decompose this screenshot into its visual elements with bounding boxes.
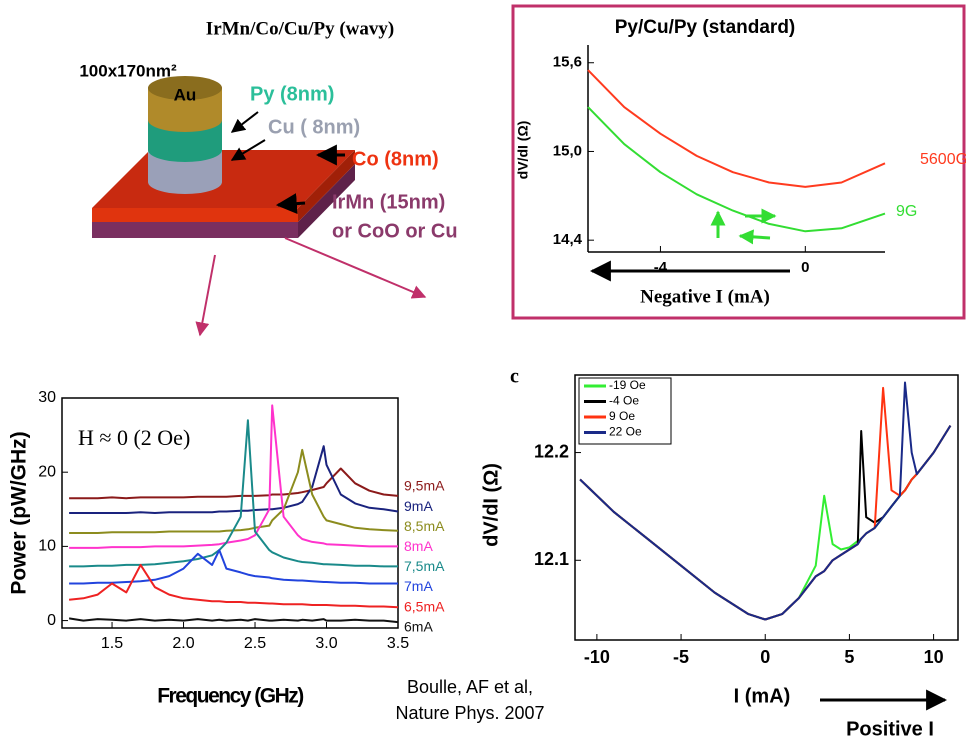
alt-label: or CoO or Cu: [332, 220, 458, 242]
data-line: [579, 381, 952, 621]
x-tick-label: 2.0: [172, 635, 194, 652]
cu-layer: [148, 150, 222, 194]
series-label: 7mA: [404, 578, 433, 594]
x-tick-label: 1.5: [101, 635, 123, 652]
data-line: [69, 549, 398, 585]
series-label: 7,5mA: [404, 558, 445, 574]
arrow: [284, 237, 427, 299]
x-tick-label: 0: [801, 259, 809, 276]
data-line: [69, 467, 399, 500]
chart: 12.1 12.2 -10 -5 0 5 10 c I (mA) Positive I dV/dI …: [480, 366, 959, 740]
irmn-layer: [92, 222, 298, 238]
pillar-size: 100x170nm²: [79, 61, 177, 80]
data-line: [69, 404, 398, 549]
series-label: 8,5mA: [404, 518, 445, 534]
diagram-title: IrMn/Co/Cu/Py (wavy): [206, 18, 394, 39]
au-top: [148, 76, 222, 100]
data-line: [68, 617, 399, 624]
au-label: Au: [174, 85, 197, 104]
x-tick-label: -4: [654, 259, 668, 276]
legend-label: 9 Oe: [609, 409, 635, 423]
series-label: 8mA: [404, 538, 433, 554]
caption: Nature Phys. 2007: [395, 703, 544, 723]
irmn-label: IrMn (15nm): [332, 191, 445, 213]
x-tick-label: -5: [673, 647, 689, 667]
annotation: H ≈ 0 (2 Oe): [78, 425, 190, 450]
y-tick-label: 30: [38, 389, 56, 406]
au-layer: [148, 88, 222, 132]
x-tick-label: 10: [924, 647, 944, 667]
chart: 14,4 15,0 15,6 -4 0 Py/Cu/Py (standard) Negati…: [515, 17, 966, 307]
x-tick-label: -10: [584, 647, 610, 667]
y-tick-label: 12.2: [534, 441, 569, 461]
arrow: [230, 111, 259, 133]
series-label: 5600G: [920, 151, 966, 168]
annotation: Positive I: [846, 718, 934, 740]
x-tick-label: 0: [760, 647, 770, 667]
arrow: [230, 139, 266, 161]
chart: 0 10 20 30 1.5 2.0 2.5 3.0 3.5 H ≈ 0 (2 Oe) Freque…: [8, 389, 446, 707]
y-tick-label: 15,0: [553, 142, 582, 159]
arrow: [195, 254, 216, 337]
series-label: 6,5mA: [404, 598, 445, 614]
sweep-arrow: [738, 229, 771, 245]
y-tick-label: 12.1: [534, 549, 569, 569]
y-axis-label: Power (pW/GHz): [8, 431, 31, 594]
data-line: [69, 419, 398, 568]
legend-label: 22 Oe: [609, 425, 642, 439]
y-tick-label: 15,6: [553, 54, 582, 71]
series-label: 9,5mA: [404, 478, 445, 494]
x-tick-label: 3.0: [315, 635, 337, 652]
x-tick-label: 5: [844, 647, 854, 667]
series-label: 9G: [896, 203, 917, 220]
y-axis-label: dV/dI (Ω): [515, 121, 531, 180]
legend-label: -19 Oe: [609, 378, 646, 392]
arrow: [275, 193, 306, 215]
data-line: [587, 106, 886, 233]
y-axis-label: dV/dI (Ω): [480, 463, 502, 547]
py-label: Py (8nm): [250, 83, 334, 105]
irmn-side: [298, 164, 355, 238]
cu-label: Cu ( 8nm): [268, 116, 360, 138]
series-label: 6mA: [404, 618, 433, 634]
x-axis-label: Frequency (GHz): [157, 685, 303, 708]
data-line: [68, 563, 399, 609]
panel-frame: [511, 4, 966, 320]
x-tick-label: 3.5: [387, 635, 409, 652]
legend-label: -4 Oe: [609, 394, 639, 408]
co-label: Co (8nm): [352, 148, 439, 170]
plot-frame: [574, 374, 959, 641]
stack-diagram: IrMn/Co/Cu/Py (wavy) 100x170nm² Au Py (8…: [79, 18, 458, 337]
x-axis-label: Negative I (mA): [640, 286, 770, 307]
y-tick-label: 10: [38, 538, 56, 555]
data-line: [69, 445, 399, 514]
caption: Boulle, AF et al,: [407, 677, 533, 697]
data-line: [587, 69, 886, 188]
py-layer: [148, 120, 222, 162]
y-tick-label: 0: [47, 612, 56, 629]
y-tick-label: 14,4: [553, 231, 583, 248]
plot-frame: [61, 397, 399, 629]
panel-label: c: [510, 366, 519, 388]
data-line: [579, 425, 952, 621]
x-tick-label: 2.5: [244, 635, 266, 652]
x-axis-label: I (mA): [734, 685, 791, 707]
data-line: [69, 448, 399, 534]
co-front: [92, 208, 298, 222]
series-label: 9mA: [404, 498, 433, 514]
chart-title: Py/Cu/Py (standard): [615, 17, 796, 38]
co-side: [298, 150, 355, 222]
data-line: [579, 425, 952, 621]
y-tick-label: 20: [38, 463, 56, 480]
